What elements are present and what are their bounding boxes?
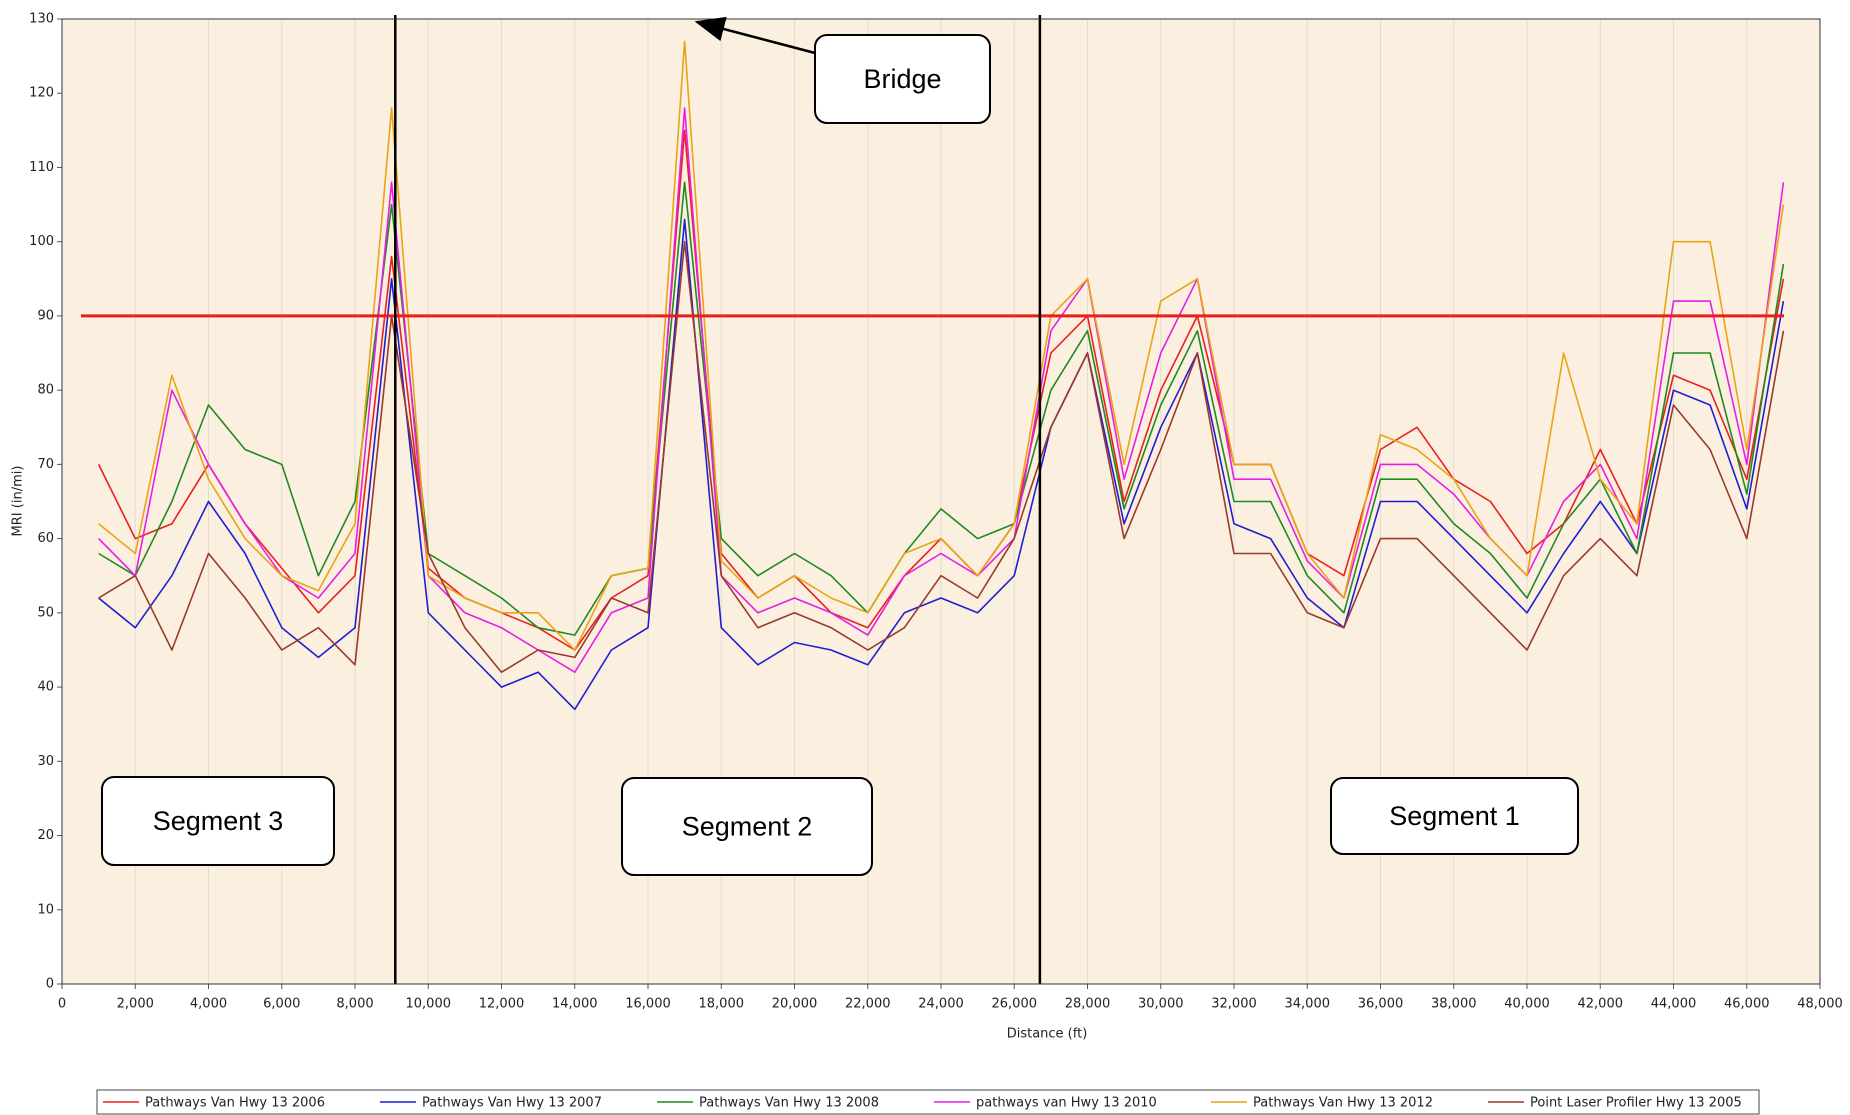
x-tick-label: 30,000 [1138, 997, 1184, 1012]
x-tick-label: 28,000 [1065, 997, 1111, 1012]
y-tick-label: 60 [37, 531, 54, 546]
x-tick-label: 46,000 [1724, 997, 1770, 1012]
x-tick-label: 42,000 [1578, 997, 1624, 1012]
y-tick-label: 130 [29, 12, 54, 27]
x-tick-label: 8,000 [336, 997, 373, 1012]
x-tick-label: 22,000 [845, 997, 891, 1012]
y-tick-label: 120 [29, 86, 54, 101]
x-tick-label: 14,000 [552, 997, 598, 1012]
plot-border [61, 18, 1821, 985]
y-tick-label: 10 [37, 902, 54, 917]
annotation-label: Bridge [863, 64, 941, 94]
x-tick-label: 10,000 [406, 997, 452, 1012]
y-tick-label: 40 [37, 680, 54, 695]
annotation-box [814, 34, 991, 124]
bridge-arrow [694, 16, 816, 55]
x-tick-label: 40,000 [1504, 997, 1550, 1012]
annotation-box [101, 776, 335, 866]
x-tick-label: 12,000 [479, 997, 525, 1012]
y-tick-label: 30 [37, 754, 54, 769]
x-tick-label: 4,000 [190, 997, 227, 1012]
y-tick-label: 110 [29, 160, 54, 175]
x-axis-title: Distance (ft) [1007, 1027, 1088, 1042]
legend-label: Pathways Van Hwy 13 2006 [145, 1096, 325, 1111]
x-tick-label: 32,000 [1211, 997, 1257, 1012]
y-tick-label: 70 [37, 457, 54, 472]
annotation-box [621, 777, 873, 876]
x-tick-label: 36,000 [1358, 997, 1404, 1012]
x-tick-label: 16,000 [625, 997, 671, 1012]
legend-box [96, 1089, 1760, 1115]
y-tick-label: 20 [37, 828, 54, 843]
legend-label: Pathways Van Hwy 13 2008 [699, 1096, 879, 1111]
annotation-box [1330, 777, 1579, 855]
legend-label: pathways van Hwy 13 2010 [976, 1096, 1157, 1111]
x-tick-label: 18,000 [699, 997, 745, 1012]
y-tick-label: 50 [37, 605, 54, 620]
y-tick-label: 100 [29, 234, 54, 249]
annotation-label: Segment 3 [153, 806, 284, 836]
x-tick-label: 0 [58, 997, 66, 1012]
x-tick-label: 34,000 [1285, 997, 1331, 1012]
x-tick-label: 44,000 [1651, 997, 1697, 1012]
y-tick-label: 90 [37, 308, 54, 323]
x-tick-label: 2,000 [117, 997, 154, 1012]
annotation-label: Segment 2 [682, 812, 813, 842]
series-line [98, 218, 1785, 711]
legend-label: Point Laser Profiler Hwy 13 2005 [1530, 1096, 1742, 1111]
legend-label: Pathways Van Hwy 13 2012 [1253, 1096, 1433, 1111]
legend-label: Pathways Van Hwy 13 2007 [422, 1096, 602, 1111]
annotation-label: Segment 1 [1389, 801, 1520, 831]
x-tick-label: 38,000 [1431, 997, 1477, 1012]
y-tick-label: 80 [37, 383, 54, 398]
x-tick-label: 24,000 [918, 997, 964, 1012]
y-tick-label: 0 [46, 977, 54, 992]
series-line [98, 240, 1785, 673]
y-axis-title: MRI (in/mi) [11, 466, 26, 537]
x-tick-label: 6,000 [263, 997, 300, 1012]
x-tick-label: 20,000 [772, 997, 818, 1012]
x-tick-label: 48,000 [1797, 997, 1843, 1012]
series-line [98, 40, 1785, 651]
x-tick-label: 26,000 [992, 997, 1038, 1012]
